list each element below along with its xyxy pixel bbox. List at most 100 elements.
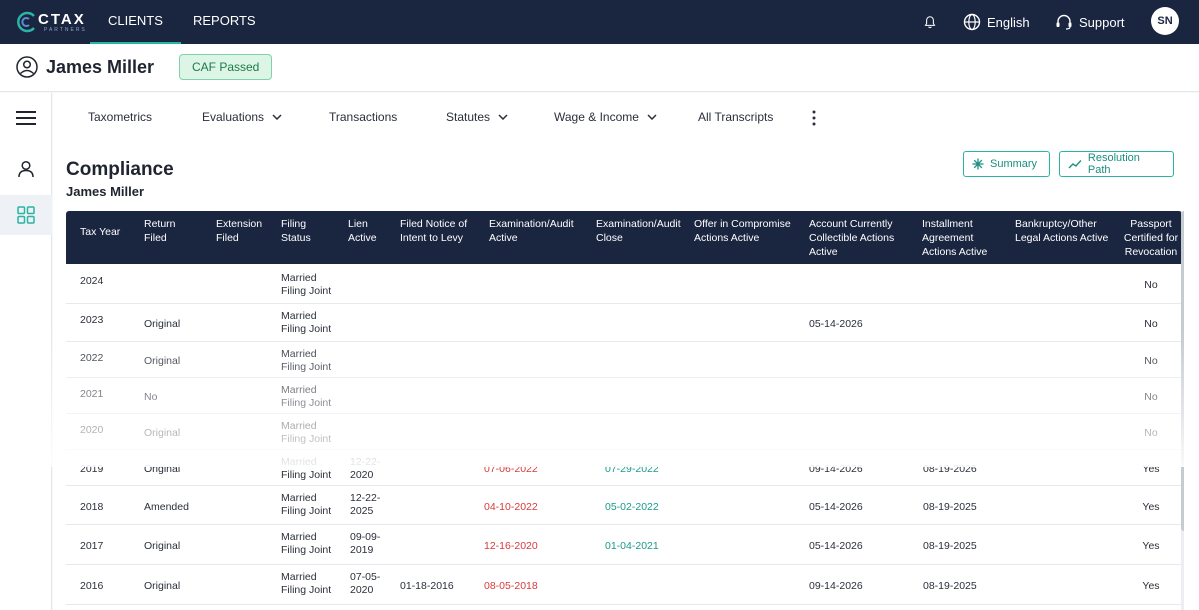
user-avatar[interactable]: SN	[1151, 7, 1179, 35]
ctax-logo[interactable]: CTAX PARTNERS	[14, 10, 94, 34]
table-row: 2023 Original Married Filing Joint 05-14-20…	[66, 304, 1182, 342]
hamburger-icon	[16, 111, 36, 125]
column-header[interactable]: Examination/Audit Active	[489, 218, 574, 244]
table-scrollbar-thumb[interactable]	[1181, 211, 1184, 531]
tab-statutes[interactable]: Statutes	[446, 110, 508, 124]
tab-label: Wage & Income	[554, 110, 639, 124]
tab-reports[interactable]: REPORTS	[193, 13, 256, 28]
table-cell-passport: Yes	[1142, 463, 1160, 475]
tab-label: All Transcripts	[698, 110, 774, 124]
tab-evaluations[interactable]: Evaluations	[202, 110, 282, 124]
column-header[interactable]: Offer in Compromise Actions Active	[694, 218, 791, 244]
table-cell-passport: No	[1144, 355, 1158, 367]
notifications-button[interactable]	[924, 0, 942, 44]
column-header[interactable]: Account Currently Collectible Actions Ac…	[809, 218, 895, 258]
table-cell-exam-close: 01-04-2021	[605, 540, 659, 552]
table-cell-cnc: 05-14-2026	[809, 540, 863, 552]
table-cell-status: Married Filing Joint	[281, 310, 332, 335]
table-cell-passport: Yes	[1142, 580, 1160, 592]
tab-label: Statutes	[446, 110, 491, 124]
table-cell-lien: 12-22-2020	[350, 456, 381, 481]
chevron-down-icon	[647, 114, 657, 120]
sidebar-item-dashboard[interactable]	[0, 195, 52, 235]
table-header: Tax Year Return Filed Extension Filed Fi…	[66, 211, 1182, 264]
table-cell-status: Married Filing Joint	[281, 456, 332, 481]
globe-icon	[963, 13, 981, 31]
column-header[interactable]: Bankruptcy/Other Legal Actions Active	[1015, 218, 1109, 244]
table-cell-year: 2020	[80, 424, 104, 436]
support-button[interactable]: Support	[1055, 0, 1125, 44]
column-header[interactable]: Return Filed	[144, 218, 176, 244]
table-cell-cnc: 09-14-2026	[809, 580, 863, 592]
table-cell-year: 2023	[80, 314, 104, 326]
column-header[interactable]: Extension Filed	[216, 218, 263, 244]
kebab-menu-icon	[812, 110, 816, 126]
summary-button[interactable]: Summary	[963, 151, 1050, 177]
top-navbar: CTAX PARTNERS CLIENTS REPORTS English Su…	[0, 0, 1199, 44]
language-selector[interactable]: English	[963, 0, 1030, 44]
table-cell-status: Married Filing Joint	[281, 420, 332, 445]
page-title: Compliance	[66, 159, 174, 180]
table-cell-installment: 08-19-2025	[923, 580, 977, 592]
table-cell-lien: 09-09-2019	[350, 531, 381, 556]
table-cell-exam-active: 04-10-2022	[484, 500, 538, 513]
table-cell-passport: No	[1144, 391, 1158, 403]
main-content: Compliance James Miller Summary Resoluti…	[53, 143, 1199, 610]
table-cell-status: Married Filing Joint	[281, 384, 332, 409]
table-cell-cnc: 09-14-2026	[809, 463, 863, 475]
table-cell-return-filed: Original	[144, 540, 181, 552]
resolution-path-button[interactable]: Resolution Path	[1059, 151, 1174, 177]
logo-icon	[17, 11, 35, 33]
grid-icon	[17, 206, 35, 224]
table-cell-status: Married Filing Joint	[281, 531, 332, 556]
table-cell-exam-close: 05-02-2022	[605, 500, 659, 513]
more-tabs-button[interactable]	[812, 110, 816, 131]
table-cell-exam-active: 12-16-2020	[484, 540, 538, 552]
chevron-down-icon	[498, 114, 508, 120]
table-cell-installment: 08-19-2025	[923, 500, 977, 513]
chevron-down-icon	[272, 114, 282, 120]
table-cell-return-filed: No	[144, 391, 158, 403]
menu-button[interactable]	[0, 98, 52, 138]
column-header[interactable]: Lien Active	[348, 218, 377, 244]
table-cell-year: 2019	[80, 463, 104, 475]
table-cell-year: 2022	[80, 352, 104, 364]
table-row: 2022 Original Married Filing Joint No	[66, 342, 1182, 378]
person-icon	[18, 160, 34, 178]
headset-icon	[1056, 14, 1072, 30]
client-name: James Miller	[46, 57, 155, 77]
table-cell-installment: 08-19-2026	[923, 463, 977, 475]
sidebar-item-profile[interactable]	[0, 149, 52, 189]
table-cell-passport: Yes	[1142, 540, 1160, 552]
tab-wage-income[interactable]: Wage & Income	[554, 110, 657, 124]
table-cell-return-filed: Original	[144, 318, 181, 330]
tab-transactions[interactable]: Transactions	[329, 110, 397, 124]
tab-clients[interactable]: CLIENTS	[90, 0, 181, 44]
column-header[interactable]: Tax Year	[80, 226, 121, 238]
table-cell-year: 2016	[80, 580, 104, 592]
column-header[interactable]: Installment Agreement Actions Active	[922, 218, 988, 258]
table-cell-return-filed: Original	[144, 463, 181, 475]
column-header[interactable]: Passport Certified for Revocation	[1123, 218, 1179, 258]
column-header[interactable]: Filing Status	[281, 218, 311, 244]
table-cell-status: Married Filing Joint	[281, 492, 332, 517]
tab-taxometrics[interactable]: Taxometrics	[88, 110, 152, 124]
table-cell-lien: 07-05-2020	[350, 571, 381, 596]
sub-navigation: Taxometrics Evaluations Transactions Sta…	[53, 93, 1199, 143]
table-cell-return-filed: Amended	[144, 500, 189, 513]
table-cell-passport: No	[1144, 279, 1158, 291]
trend-line-icon	[1068, 160, 1082, 169]
table-cell-status: Married Filing Joint	[281, 348, 332, 373]
table-cell-cnc: 05-14-2026	[809, 318, 863, 330]
table-cell-year: 2018	[80, 500, 104, 513]
column-header[interactable]: Filed Notice of Intent to Levy	[400, 218, 468, 244]
language-label: English	[987, 14, 1030, 30]
tab-all-transcripts[interactable]: All Transcripts	[698, 110, 773, 124]
table-cell-year: 2024	[80, 275, 104, 287]
table-cell-passport: No	[1144, 318, 1158, 330]
tab-label: Transactions	[329, 110, 398, 124]
table-cell-status: Married Filing Joint	[281, 272, 332, 297]
table-cell-return-filed: Original	[144, 355, 181, 367]
caf-status-badge: CAF Passed	[179, 54, 273, 80]
column-header[interactable]: Examination/Audit Close	[596, 218, 681, 244]
